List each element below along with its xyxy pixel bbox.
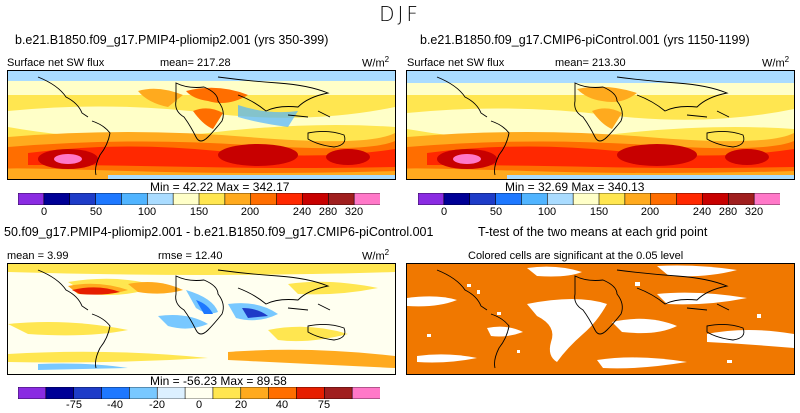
tick: -20 — [149, 399, 165, 411]
colorbar-swatch — [268, 387, 298, 399]
panel2-map — [406, 70, 795, 180]
colorbar-swatch — [353, 193, 380, 205]
colorbar-swatch — [172, 193, 200, 205]
colorbar-swatch — [521, 193, 549, 205]
colorbar-swatch — [469, 193, 497, 205]
panel1-minmax: Min = 42.22 Max = 342.17 — [150, 180, 290, 194]
significance-map — [407, 264, 794, 374]
sw-field-map — [8, 71, 395, 179]
tick: 50 — [489, 206, 503, 218]
tick: 280 — [718, 206, 738, 218]
panel3-rmse: rmse = 12.40 — [158, 250, 223, 262]
tick: 40 — [275, 399, 289, 411]
panel1-variable: Surface net SW flux — [7, 57, 105, 69]
colorbar-swatch — [121, 193, 149, 205]
panel1-title: b.e21.B1850.f09_g17.PMIP4-pliomip2.001 (… — [15, 33, 329, 47]
panel3-colorbar-ticks: -75 -40 -20 0 20 40 75 — [18, 399, 380, 413]
colorbar-swatch — [240, 387, 270, 399]
colorbar-swatch — [572, 193, 600, 205]
panel2-title: b.e21.B1850.f09_g17.CMIP6-piControl.001 … — [420, 33, 750, 47]
colorbar-swatch — [18, 387, 47, 399]
colorbar-swatch — [302, 193, 330, 205]
colorbar-swatch — [727, 193, 755, 205]
colorbar-swatch — [598, 193, 626, 205]
tick: 240 — [692, 206, 712, 218]
colorbar-swatch — [443, 193, 471, 205]
season-title: DJF — [379, 2, 421, 26]
tick: 280 — [318, 206, 338, 218]
tick: 320 — [744, 206, 764, 218]
sw-field-map — [407, 71, 794, 179]
panel2-mean: mean= 213.30 — [555, 57, 626, 69]
panel4-title: T-test of the two means at each grid poi… — [478, 225, 708, 239]
colorbar-swatch — [327, 193, 355, 205]
colorbar-swatch — [418, 193, 445, 205]
colorbar-swatch — [95, 193, 123, 205]
colorbar-swatch — [753, 193, 780, 205]
panel1-colorbar — [18, 193, 380, 205]
colorbar-swatch — [43, 193, 71, 205]
colorbar-swatch — [546, 193, 574, 205]
colorbar-swatch — [224, 193, 252, 205]
tick: 0 — [40, 206, 48, 218]
colorbar-swatch — [702, 193, 730, 205]
difference-map — [8, 264, 395, 374]
tick: 320 — [344, 206, 364, 218]
tick: 50 — [89, 206, 103, 218]
panel1-mean: mean= 217.28 — [160, 57, 231, 69]
panel2-colorbar — [418, 193, 780, 205]
tick: 100 — [137, 206, 157, 218]
panel2-colorbar-ticks: 0 50 100 150 200 240 280 320 — [418, 206, 780, 220]
colorbar-swatch — [296, 387, 326, 399]
colorbar-swatch — [650, 193, 678, 205]
panel4-map — [406, 263, 795, 375]
panel4-subtitle: Colored cells are significant at the 0.0… — [468, 250, 684, 262]
colorbar-swatch — [676, 193, 704, 205]
colorbar-swatch — [198, 193, 226, 205]
colorbar-swatch — [156, 387, 186, 399]
colorbar-swatch — [324, 387, 353, 399]
colorbar-swatch — [351, 387, 380, 399]
colorbar-swatch — [73, 387, 103, 399]
panel2-variable: Surface net SW flux — [407, 57, 505, 69]
panel3-title: 50.f09_g17.PMIP4-pliomip2.001 - b.e21.B1… — [4, 225, 434, 239]
tick: 75 — [317, 399, 331, 411]
tick: -40 — [107, 399, 123, 411]
panel3-minmax: Min = -56.23 Max = 89.58 — [150, 374, 287, 388]
tick: 200 — [240, 206, 260, 218]
colorbar-swatch — [101, 387, 131, 399]
colorbar-swatch — [146, 193, 174, 205]
tick: 200 — [640, 206, 660, 218]
panel1-colorbar-ticks: 0 50 100 150 200 240 280 320 — [18, 206, 380, 220]
panel1-map — [7, 70, 396, 180]
panel2-units: W/m2 — [762, 55, 790, 70]
tick: -75 — [66, 399, 82, 411]
panel2-minmax: Min = 32.69 Max = 340.13 — [505, 180, 645, 194]
colorbar-swatch — [495, 193, 523, 205]
tick: 150 — [589, 206, 609, 218]
colorbar-swatch — [276, 193, 304, 205]
panel3-map — [7, 263, 396, 375]
panel3-colorbar — [18, 387, 380, 399]
tick: 100 — [537, 206, 557, 218]
panel3-mean: mean = 3.99 — [7, 250, 69, 262]
colorbar-swatch — [18, 193, 45, 205]
colorbar-swatch — [624, 193, 652, 205]
tick: 20 — [234, 399, 248, 411]
tick: 0 — [195, 399, 203, 411]
colorbar-swatch — [45, 387, 75, 399]
tick: 150 — [189, 206, 209, 218]
colorbar-swatch — [250, 193, 278, 205]
colorbar-swatch — [129, 387, 159, 399]
panel3-units: W/m2 — [362, 248, 390, 263]
colorbar-swatch — [69, 193, 97, 205]
tick: 0 — [440, 206, 448, 218]
panel1-units: W/m2 — [362, 55, 390, 70]
colorbar-swatch — [212, 387, 242, 399]
tick: 240 — [292, 206, 312, 218]
colorbar-swatch — [184, 387, 214, 399]
